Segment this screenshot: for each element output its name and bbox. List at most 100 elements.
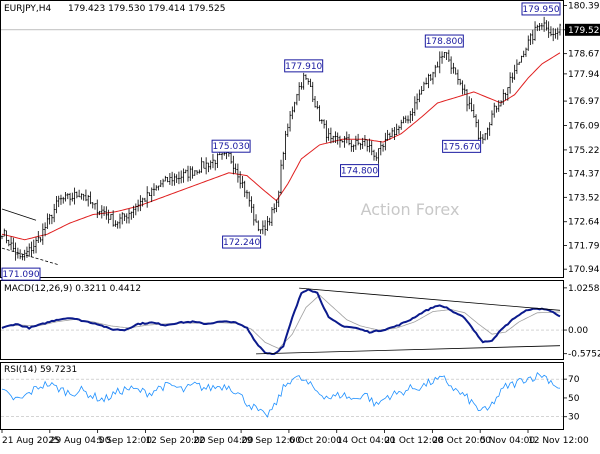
candle bbox=[443, 52, 446, 58]
candle bbox=[134, 203, 137, 216]
candle bbox=[155, 185, 158, 191]
annotation-box bbox=[424, 34, 464, 48]
candle bbox=[552, 27, 555, 42]
candle bbox=[209, 160, 212, 170]
candle bbox=[57, 195, 60, 208]
rsi-y-tick-label: 70 bbox=[568, 375, 580, 385]
candle bbox=[513, 64, 516, 80]
candle bbox=[270, 206, 273, 227]
candle bbox=[114, 220, 117, 227]
candle bbox=[506, 87, 509, 101]
candle bbox=[266, 216, 269, 231]
candle bbox=[531, 29, 534, 45]
candle bbox=[82, 193, 85, 201]
candle bbox=[164, 175, 167, 182]
price-y-tick-label: 177.945 bbox=[568, 70, 600, 80]
candle bbox=[275, 199, 278, 213]
candle bbox=[554, 28, 557, 39]
candle bbox=[293, 101, 296, 113]
candle bbox=[357, 133, 360, 146]
candle bbox=[502, 89, 505, 105]
candle bbox=[264, 220, 267, 236]
macd-y-axis: 1.0258 0.00 -0.5752 bbox=[563, 284, 600, 360]
candle bbox=[370, 140, 373, 156]
price-panel-frame bbox=[0, 0, 564, 278]
candle bbox=[388, 132, 391, 140]
annotation-label: 172.240 bbox=[223, 238, 260, 248]
candle bbox=[187, 165, 189, 182]
candle bbox=[109, 213, 112, 220]
candle bbox=[59, 194, 62, 205]
candle bbox=[540, 22, 543, 30]
candle bbox=[139, 195, 142, 212]
candle bbox=[28, 243, 31, 257]
candle bbox=[32, 239, 35, 254]
candle bbox=[73, 187, 76, 205]
x-tick-label: 29 Aug 04:00 bbox=[50, 436, 111, 446]
candle bbox=[404, 115, 407, 123]
price-annotation: 172.240 bbox=[222, 235, 262, 249]
candle bbox=[21, 253, 24, 261]
candle bbox=[207, 162, 210, 173]
x-tick-label: 28 Oct 20:00 bbox=[432, 436, 491, 446]
annotation-box bbox=[284, 59, 324, 73]
candle bbox=[522, 50, 525, 58]
candle bbox=[413, 96, 416, 116]
annotation-box bbox=[521, 2, 561, 16]
x-tick-label: 12 Nov 12:00 bbox=[528, 436, 589, 446]
candle bbox=[418, 89, 421, 103]
candle bbox=[84, 189, 87, 202]
candle bbox=[196, 170, 199, 175]
candle bbox=[382, 143, 385, 152]
candle bbox=[375, 152, 378, 161]
candle bbox=[250, 196, 253, 213]
x-tick-label: 5 Sep 12:00 bbox=[98, 436, 153, 446]
annotation-label: 175.030 bbox=[212, 142, 249, 152]
candle bbox=[377, 148, 380, 164]
candle bbox=[493, 102, 496, 118]
candle bbox=[211, 153, 214, 169]
candle bbox=[171, 171, 174, 186]
candle bbox=[41, 223, 44, 245]
candle bbox=[248, 191, 251, 207]
candle bbox=[221, 152, 224, 160]
annotation-box bbox=[211, 139, 251, 153]
price-annotation: 177.910 bbox=[284, 59, 324, 73]
candle bbox=[420, 86, 423, 95]
candle bbox=[234, 163, 237, 174]
candle bbox=[66, 193, 69, 200]
candle bbox=[395, 123, 398, 136]
current-price-label: 179.525 bbox=[568, 26, 600, 36]
candle bbox=[55, 196, 58, 214]
candle bbox=[200, 157, 203, 173]
candle bbox=[524, 47, 527, 57]
price-trendline bbox=[1, 208, 37, 221]
candle bbox=[107, 209, 110, 224]
candle bbox=[447, 49, 450, 62]
candle bbox=[143, 197, 146, 202]
price-candles bbox=[1, 16, 561, 261]
candle bbox=[193, 170, 196, 176]
candle bbox=[78, 189, 81, 198]
price-annotations: 171.090 175.030 172.240 177.910 174.800 178.8… bbox=[1, 2, 561, 281]
candle bbox=[386, 129, 389, 141]
candle bbox=[477, 119, 480, 142]
candle bbox=[189, 166, 192, 181]
candle bbox=[94, 203, 96, 210]
candle bbox=[431, 71, 434, 85]
annotation-label: 171.090 bbox=[2, 270, 39, 280]
candle bbox=[25, 246, 28, 258]
candle bbox=[177, 171, 180, 185]
candle bbox=[298, 82, 301, 101]
candle bbox=[62, 196, 65, 204]
price-trendlines bbox=[1, 208, 59, 266]
candle bbox=[325, 120, 328, 143]
candle bbox=[69, 192, 72, 206]
annotation-box bbox=[340, 164, 380, 178]
candle bbox=[320, 119, 323, 124]
candle bbox=[23, 249, 26, 261]
candle bbox=[96, 199, 99, 219]
rsi-y-tick-label: 50 bbox=[568, 394, 580, 404]
candle bbox=[87, 194, 90, 207]
